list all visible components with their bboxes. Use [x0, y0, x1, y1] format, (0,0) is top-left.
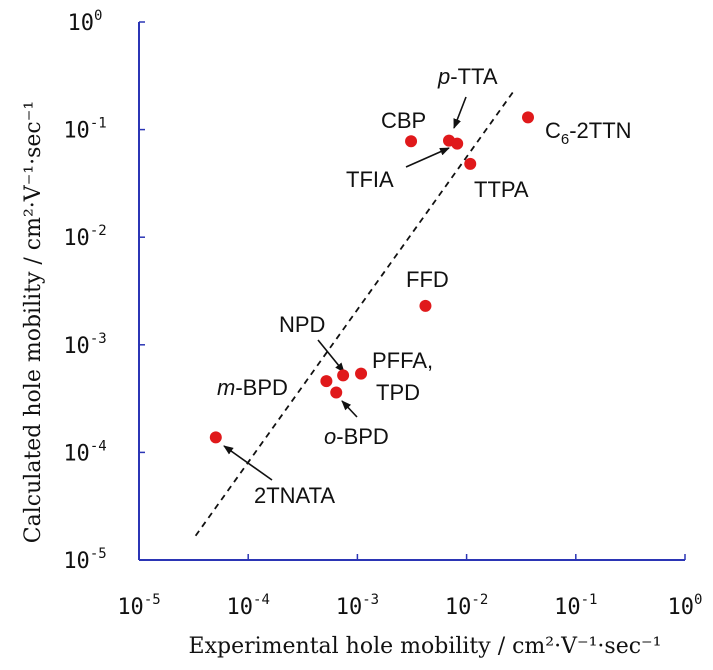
- annotation-ttpa: TTPA: [474, 177, 529, 202]
- x-tick-label: 10-4: [227, 592, 270, 620]
- annotation-c6: C6-2TTN: [545, 118, 632, 148]
- x-tick-label: 10-1: [554, 592, 597, 620]
- data-point: [330, 386, 343, 399]
- data-point: [320, 375, 333, 388]
- annotation-npd: NPD: [279, 312, 325, 337]
- x-tick-label: 10-2: [445, 592, 488, 620]
- x-axis-title: Experimental hole mobility / cm²·V⁻¹·sec…: [189, 634, 662, 659]
- y-tick-label: 10-4: [63, 438, 106, 466]
- annotation-ptta: p-TTA: [437, 64, 498, 89]
- fit-line-group: [194, 91, 514, 537]
- data-point: [209, 431, 222, 444]
- annotation-obpd: o-BPD: [324, 424, 389, 449]
- arrow-ptta: [453, 96, 467, 129]
- arrow-obpd: [341, 400, 358, 418]
- annotation-cbp: CBP: [381, 108, 426, 133]
- fit-line: [194, 91, 514, 537]
- arrow-tfia: [405, 147, 450, 168]
- x-tick-label: 10-5: [117, 592, 160, 620]
- y-tick-label: 100: [68, 8, 103, 36]
- y-tick-label: 10-5: [63, 546, 106, 574]
- data-point: [337, 369, 350, 382]
- data-point: [522, 111, 535, 124]
- annotation-pffa: PFFA,: [372, 348, 433, 373]
- annotation-labels: CBP p-TTA C6-2TTN TFIA TTPA FFD NPD PFFA, TPD m-B…: [217, 64, 632, 508]
- axes: 10-5 10-4 10-3 10-2 10-1 100 10-5 10-4 10-3 10-2 1…: [63, 8, 702, 620]
- x-tick-label: 10-3: [336, 592, 379, 620]
- annotation-arrows: [223, 96, 467, 481]
- y-tick-label: 10-3: [63, 331, 106, 359]
- data-point: [464, 157, 477, 170]
- y-tick-label: 10-2: [63, 223, 106, 251]
- arrow-2tnata: [223, 445, 273, 481]
- data-point: [405, 135, 418, 148]
- data-points: [209, 111, 535, 444]
- annotation-mbpd: m-BPD: [217, 375, 288, 400]
- y-tick-label: 10-1: [63, 116, 106, 144]
- annotation-tpd: TPD: [376, 380, 420, 405]
- annotation-ffd: FFD: [406, 267, 449, 292]
- data-point: [419, 299, 432, 312]
- arrow-npd: [317, 339, 345, 373]
- x-tick-label: 100: [668, 592, 703, 620]
- data-point: [355, 367, 368, 380]
- y-axis-title: Calculated hole mobility / cm²·V⁻¹·sec⁻¹: [21, 101, 46, 543]
- annotation-tnata: 2TNATA: [254, 483, 335, 508]
- annotation-tfia: TFIA: [346, 167, 394, 192]
- data-point: [451, 137, 464, 150]
